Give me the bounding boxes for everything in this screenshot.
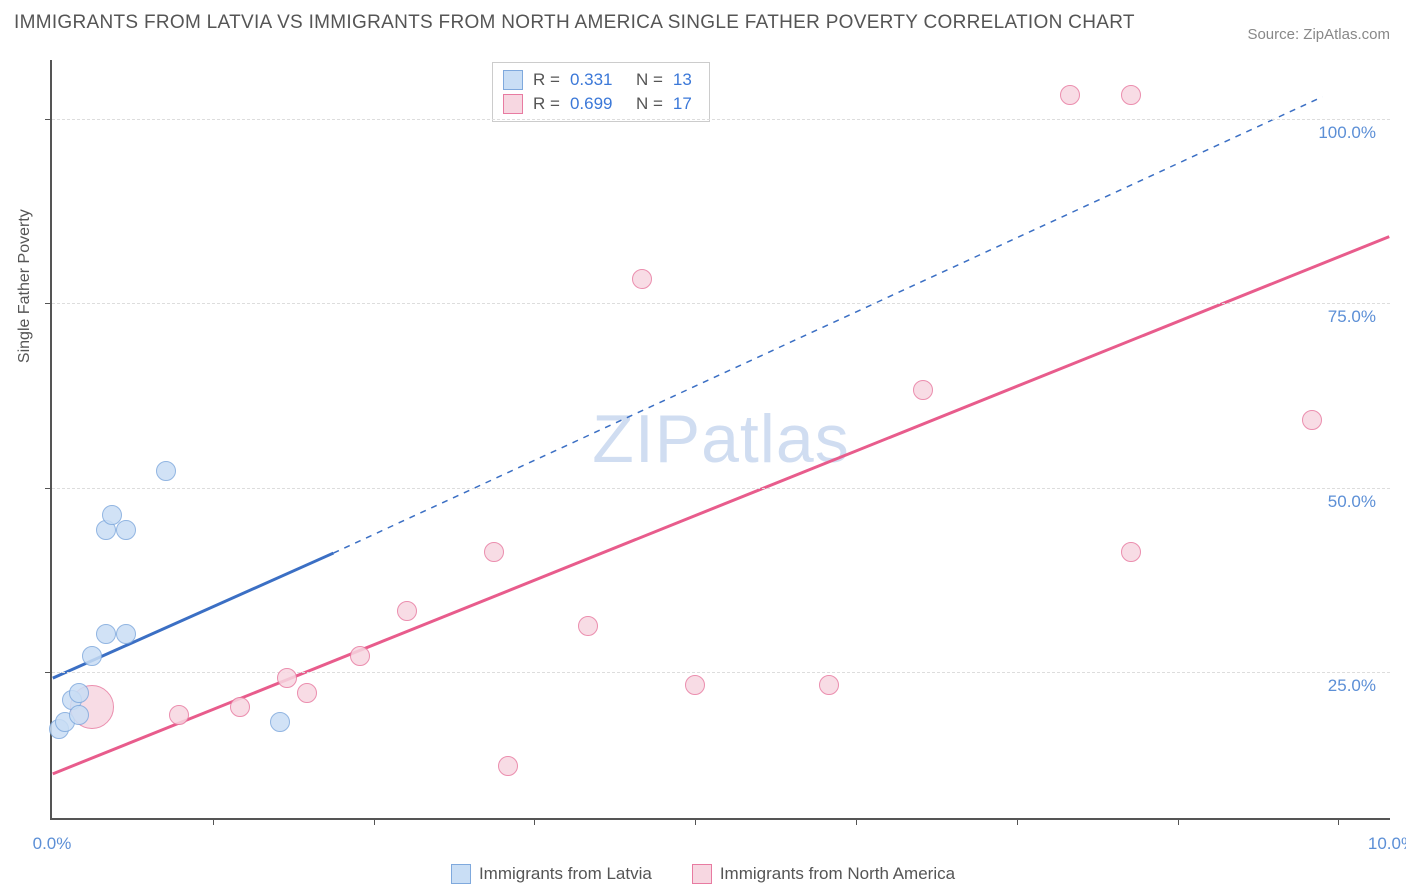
x-tick xyxy=(213,818,214,825)
legend-label-latvia: Immigrants from Latvia xyxy=(479,864,652,884)
chart-title: IMMIGRANTS FROM LATVIA VS IMMIGRANTS FRO… xyxy=(14,12,1135,34)
point-na xyxy=(397,601,417,621)
point-na xyxy=(498,756,518,776)
point-latvia xyxy=(102,505,122,525)
point-na xyxy=(350,646,370,666)
x-tick xyxy=(534,818,535,825)
point-na xyxy=(484,542,504,562)
point-na xyxy=(277,668,297,688)
point-na xyxy=(230,697,250,717)
trend-line xyxy=(53,237,1389,774)
y-tick xyxy=(45,488,52,489)
point-na xyxy=(913,380,933,400)
point-na xyxy=(685,675,705,695)
point-na xyxy=(578,616,598,636)
point-na xyxy=(632,269,652,289)
point-na xyxy=(819,675,839,695)
point-latvia xyxy=(116,520,136,540)
point-latvia xyxy=(156,461,176,481)
y-tick-label: 25.0% xyxy=(1328,676,1376,696)
point-na xyxy=(297,683,317,703)
y-axis-label: Single Father Poverty xyxy=(16,209,34,363)
y-tick xyxy=(45,303,52,304)
point-latvia xyxy=(82,646,102,666)
gridline xyxy=(52,119,1390,120)
scatter-chart: ZIPatlas R = 0.331 N = 13 R = 0.699 N = … xyxy=(50,60,1390,820)
y-tick-label: 100.0% xyxy=(1318,123,1376,143)
point-latvia xyxy=(69,705,89,725)
point-na xyxy=(1121,542,1141,562)
y-tick xyxy=(45,672,52,673)
swatch-na-bottom xyxy=(692,864,712,884)
point-na xyxy=(169,705,189,725)
x-tick xyxy=(1338,818,1339,825)
point-na xyxy=(1121,85,1141,105)
trend-lines xyxy=(52,60,1390,818)
point-latvia xyxy=(270,712,290,732)
legend-label-na: Immigrants from North America xyxy=(720,864,955,884)
y-tick xyxy=(45,119,52,120)
x-tick xyxy=(1178,818,1179,825)
legend-item-na: Immigrants from North America xyxy=(692,864,955,884)
legend-bottom: Immigrants from Latvia Immigrants from N… xyxy=(0,864,1406,884)
x-tick-label: 10.0% xyxy=(1368,834,1406,854)
y-tick-label: 75.0% xyxy=(1328,307,1376,327)
x-tick xyxy=(856,818,857,825)
x-tick xyxy=(374,818,375,825)
legend-item-latvia: Immigrants from Latvia xyxy=(451,864,652,884)
point-latvia xyxy=(69,683,89,703)
point-latvia xyxy=(116,624,136,644)
point-na xyxy=(1302,410,1322,430)
gridline xyxy=(52,672,1390,673)
point-na xyxy=(1060,85,1080,105)
x-tick xyxy=(695,818,696,825)
y-tick-label: 50.0% xyxy=(1328,492,1376,512)
swatch-latvia-bottom xyxy=(451,864,471,884)
point-latvia xyxy=(96,624,116,644)
x-tick-label: 0.0% xyxy=(33,834,72,854)
x-tick xyxy=(1017,818,1018,825)
gridline xyxy=(52,488,1390,489)
source-attribution: Source: ZipAtlas.com xyxy=(1247,26,1390,43)
trend-line xyxy=(333,97,1322,553)
gridline xyxy=(52,303,1390,304)
